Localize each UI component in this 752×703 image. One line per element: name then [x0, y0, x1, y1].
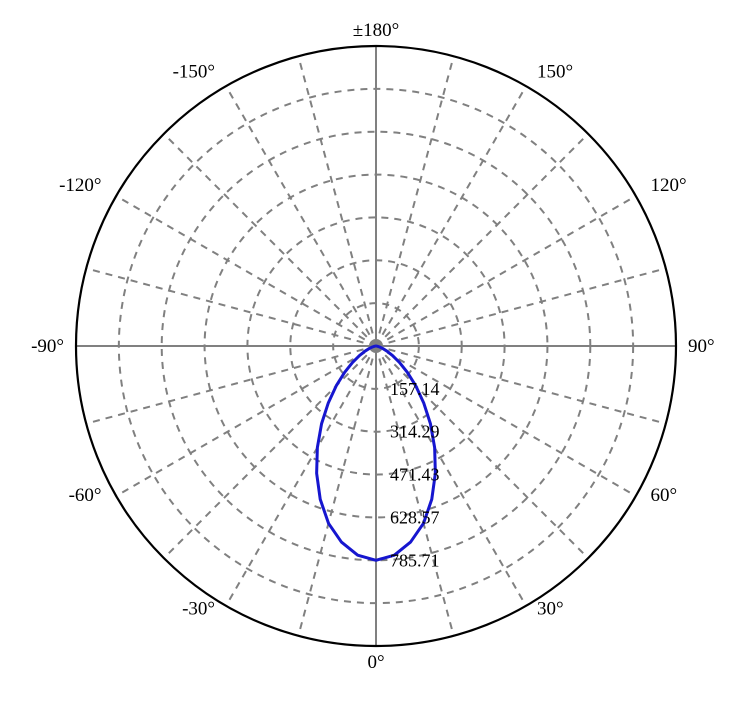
angle-label: 150°	[537, 62, 573, 83]
grid-spoke	[376, 196, 636, 346]
grid-spoke	[298, 56, 376, 346]
angle-label: -90°	[31, 336, 64, 357]
grid-spoke	[376, 134, 588, 346]
angle-label: -60°	[69, 485, 102, 506]
angle-label: 60°	[650, 485, 677, 506]
radial-tick-label: 471.43	[390, 465, 440, 485]
angle-label: -120°	[59, 175, 101, 196]
grid-spoke	[164, 134, 376, 346]
angle-label: 30°	[537, 598, 564, 619]
polar-chart: 157.14 314.29 471.43 628.57 785.71 ±180° 150° 1…	[0, 0, 752, 703]
angle-label: 0°	[367, 652, 384, 673]
grid-spoke	[376, 86, 526, 346]
grid-spoke	[164, 346, 376, 558]
angle-label: 120°	[650, 175, 686, 196]
angle-label: -150°	[173, 62, 215, 83]
angle-label: -30°	[182, 598, 215, 619]
grid-spoke	[86, 346, 376, 424]
grid-spoke	[226, 346, 376, 606]
grid-spoke	[116, 196, 376, 346]
angle-label: ±180°	[353, 20, 400, 41]
grid-spoke	[376, 56, 454, 346]
angle-label: 90°	[688, 336, 715, 357]
grid-spoke	[298, 346, 376, 636]
grid-spoke	[226, 86, 376, 346]
radial-tick-label: 157.14	[390, 379, 440, 399]
grid-spoke	[376, 268, 666, 346]
grid-spoke	[86, 268, 376, 346]
radial-tick-label: 314.29	[390, 422, 440, 442]
polar-chart-svg: 157.14 314.29 471.43 628.57 785.71 ±180° 150° 1…	[0, 0, 752, 703]
radial-tick-label: 785.71	[390, 550, 440, 570]
grid-spoke	[116, 346, 376, 496]
radial-tick-label: 628.57	[390, 507, 440, 527]
